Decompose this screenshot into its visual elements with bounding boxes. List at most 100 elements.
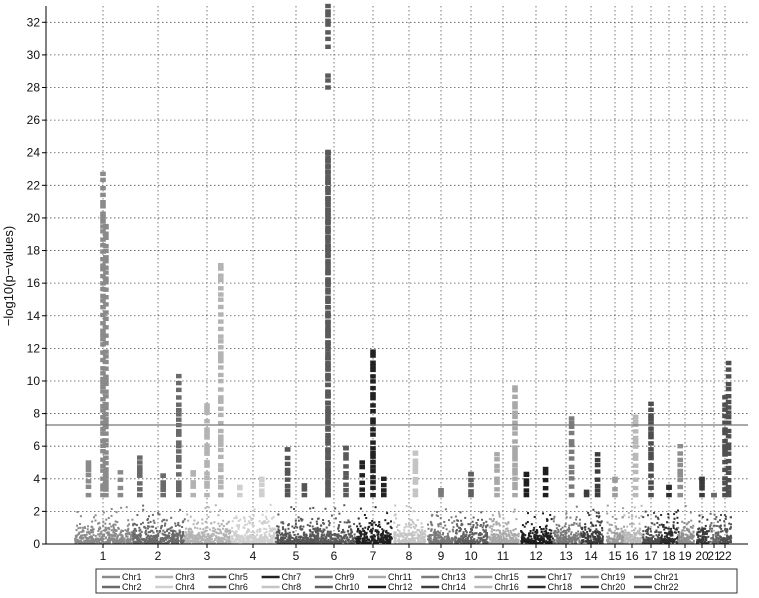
data-point bbox=[648, 413, 654, 418]
data-point bbox=[209, 540, 212, 543]
data-point bbox=[114, 523, 117, 526]
data-point bbox=[289, 537, 292, 540]
data-point bbox=[623, 539, 625, 542]
data-point bbox=[284, 483, 291, 489]
data-point bbox=[629, 535, 632, 538]
data-point bbox=[378, 521, 381, 523]
data-point bbox=[608, 540, 611, 543]
data-point bbox=[396, 524, 399, 527]
peak-point bbox=[218, 263, 224, 268]
data-point bbox=[678, 534, 680, 537]
peak-point bbox=[190, 470, 196, 475]
data-point bbox=[264, 521, 267, 524]
data-point bbox=[284, 467, 291, 473]
data-point bbox=[499, 532, 501, 535]
data-point bbox=[657, 518, 660, 521]
data-point bbox=[528, 540, 531, 543]
data-point bbox=[325, 492, 331, 498]
data-point bbox=[311, 532, 314, 535]
data-point bbox=[365, 531, 368, 534]
data-point bbox=[594, 524, 597, 527]
data-point bbox=[542, 470, 549, 476]
data-point bbox=[437, 525, 440, 528]
data-point bbox=[192, 536, 195, 539]
data-point bbox=[254, 539, 257, 542]
data-point bbox=[183, 518, 186, 521]
data-point bbox=[568, 524, 571, 527]
data-point bbox=[250, 519, 253, 522]
data-point bbox=[433, 535, 436, 538]
data-point bbox=[597, 512, 600, 515]
data-point bbox=[325, 536, 328, 539]
data-point bbox=[316, 528, 318, 531]
data-point bbox=[289, 534, 292, 537]
data-point bbox=[647, 541, 650, 544]
data-point bbox=[245, 540, 248, 542]
data-point bbox=[287, 527, 290, 530]
data-point bbox=[253, 541, 256, 544]
data-point bbox=[591, 523, 594, 526]
data-point bbox=[210, 542, 213, 545]
data-point bbox=[159, 530, 162, 533]
data-point bbox=[627, 540, 630, 542]
data-point bbox=[649, 530, 652, 533]
data-point bbox=[638, 530, 641, 533]
data-point bbox=[330, 535, 332, 538]
data-point bbox=[503, 538, 505, 541]
data-point bbox=[683, 522, 686, 524]
data-point bbox=[141, 542, 144, 545]
data-point bbox=[162, 529, 165, 532]
data-point bbox=[223, 534, 225, 536]
data-point bbox=[495, 533, 498, 536]
data-point bbox=[149, 520, 152, 523]
data-point bbox=[371, 523, 374, 526]
data-point bbox=[309, 529, 312, 532]
data-point bbox=[498, 536, 501, 539]
data-point bbox=[226, 528, 229, 531]
data-point bbox=[272, 516, 275, 519]
data-point bbox=[631, 535, 634, 538]
data-point bbox=[692, 531, 695, 534]
data-point bbox=[451, 542, 454, 544]
data-point bbox=[222, 527, 224, 530]
data-point bbox=[437, 530, 439, 533]
data-point bbox=[429, 540, 432, 543]
data-point bbox=[204, 507, 207, 510]
data-point bbox=[325, 414, 331, 419]
data-point bbox=[117, 526, 120, 529]
data-point bbox=[271, 541, 274, 544]
data-point bbox=[103, 416, 109, 422]
data-point bbox=[239, 537, 242, 540]
data-point bbox=[373, 521, 376, 524]
data-point bbox=[284, 492, 291, 498]
data-point bbox=[349, 540, 352, 543]
data-point bbox=[494, 468, 500, 473]
data-point bbox=[615, 518, 618, 520]
data-point bbox=[635, 532, 638, 534]
peak-point bbox=[176, 373, 182, 379]
data-point bbox=[576, 534, 578, 537]
data-point bbox=[542, 533, 544, 536]
data-point bbox=[129, 537, 132, 540]
data-point bbox=[251, 539, 254, 542]
data-point bbox=[128, 532, 131, 534]
data-point bbox=[373, 539, 376, 542]
data-point bbox=[100, 487, 106, 492]
data-point bbox=[142, 504, 145, 507]
data-point bbox=[137, 492, 143, 498]
data-point bbox=[436, 511, 438, 514]
data-point bbox=[281, 532, 284, 535]
data-point bbox=[218, 387, 224, 392]
data-point bbox=[521, 534, 524, 537]
data-point bbox=[555, 527, 558, 530]
data-point bbox=[148, 515, 150, 518]
data-point bbox=[103, 450, 109, 455]
data-point bbox=[595, 530, 597, 533]
data-point bbox=[495, 520, 498, 523]
data-point bbox=[667, 539, 670, 542]
data-point bbox=[656, 516, 659, 519]
data-point bbox=[303, 534, 306, 537]
data-point bbox=[122, 541, 125, 544]
data-point bbox=[545, 532, 548, 535]
data-point bbox=[644, 510, 647, 513]
